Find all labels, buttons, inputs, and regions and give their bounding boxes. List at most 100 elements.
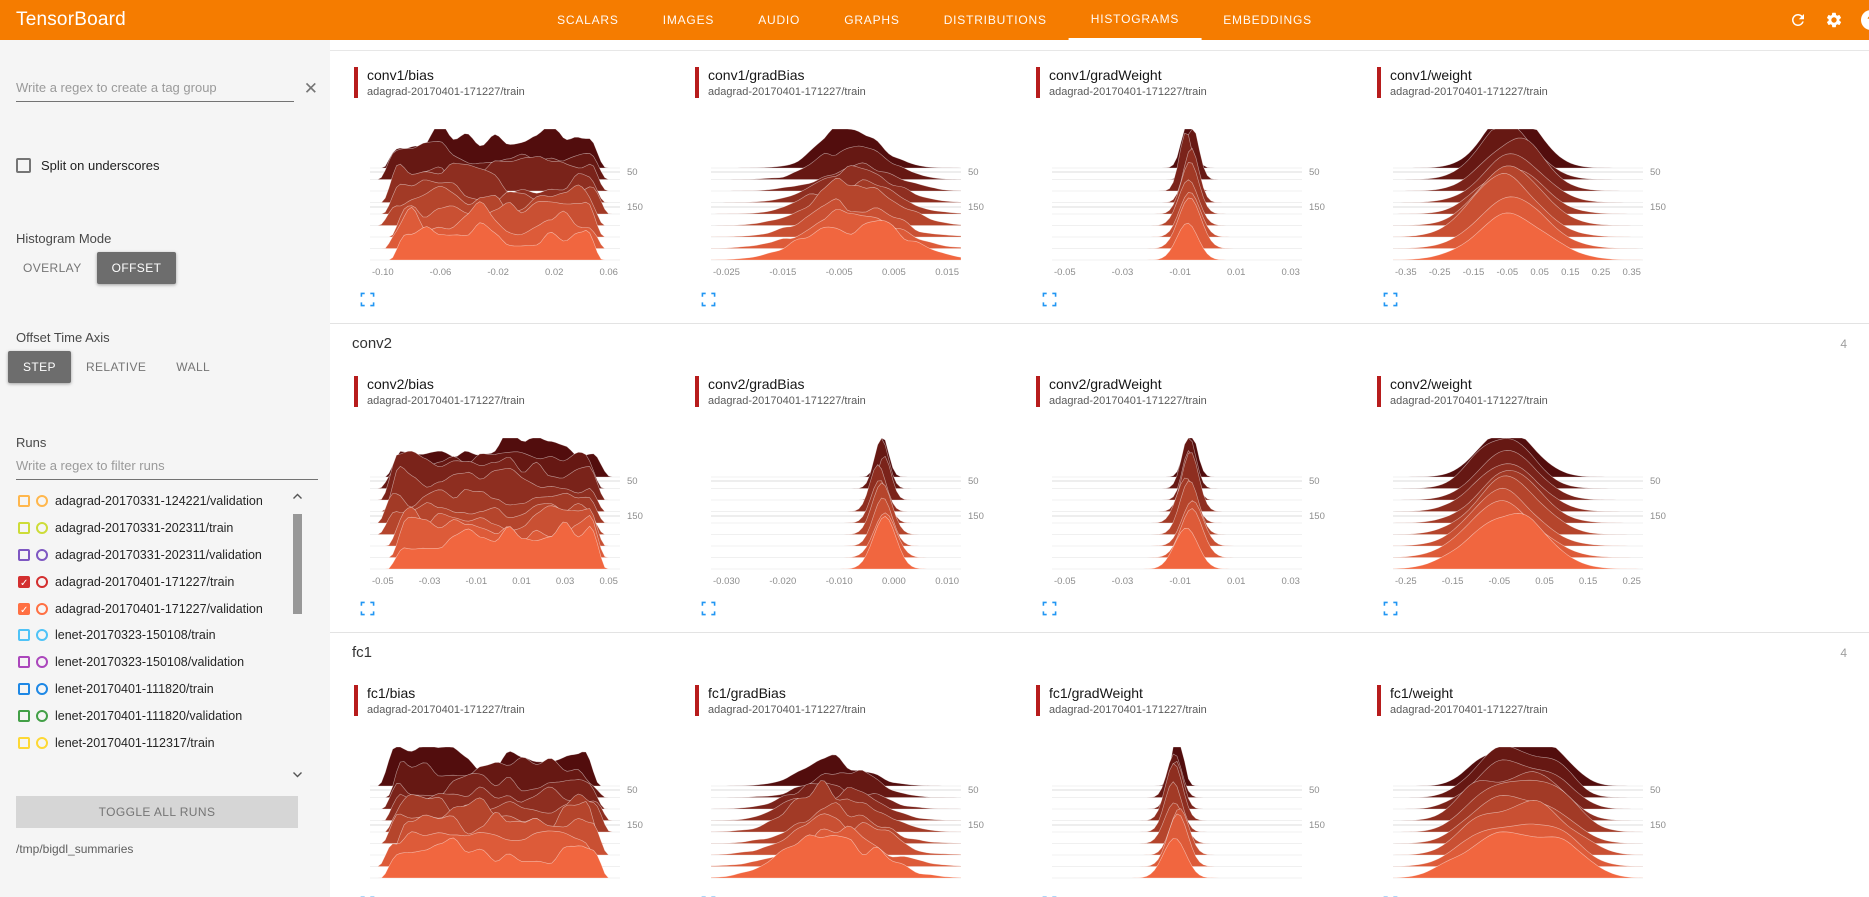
histogram-chart[interactable] [370, 742, 620, 882]
histogram-chart[interactable] [1393, 742, 1643, 882]
histogram-chart[interactable] [1393, 433, 1643, 573]
section-header[interactable]: fc1 4 [330, 632, 1869, 669]
run-item[interactable]: lenet-20170401-111820/validation [16, 703, 278, 730]
run-radio[interactable] [36, 602, 48, 615]
expand-icon[interactable] [360, 292, 375, 307]
section-name: fc1 [352, 644, 373, 661]
tab-histograms[interactable]: HISTOGRAMS [1068, 0, 1202, 40]
help-icon[interactable]: ? [1861, 10, 1869, 30]
runs-regex-input[interactable] [16, 452, 318, 480]
run-radio[interactable] [36, 736, 48, 749]
x-axis-label: 0.15 [1578, 576, 1598, 587]
tab-scalars[interactable]: SCALARS [557, 13, 619, 27]
card-title-block: conv1/bias adagrad-20170401-171227/train [354, 67, 671, 98]
time-axis-button-relative[interactable]: RELATIVE [71, 351, 161, 383]
card-title-block: conv1/gradWeight adagrad-20170401-171227/… [1036, 67, 1353, 98]
histogram-mode-button-offset[interactable]: OFFSET [96, 252, 177, 284]
run-radio[interactable] [36, 629, 48, 642]
header-icons: ? [1789, 0, 1869, 40]
run-item[interactable]: lenet-20170323-150108/train [16, 622, 278, 649]
toggle-all-runs-button[interactable]: TOGGLE ALL RUNS [16, 796, 298, 828]
runs-label: Runs [16, 435, 47, 450]
run-item[interactable]: lenet-20170401-111820/train [16, 676, 278, 703]
tab-audio[interactable]: AUDIO [758, 13, 801, 27]
run-radio[interactable] [36, 495, 48, 507]
run-item[interactable]: lenet-20170323-150108/validation [16, 649, 278, 676]
tab-images[interactable]: IMAGES [662, 13, 715, 27]
run-radio[interactable] [36, 521, 48, 534]
scrollbar-thumb[interactable] [293, 514, 302, 614]
refresh-icon[interactable] [1789, 11, 1807, 29]
run-checkbox[interactable]: ✓ [18, 602, 30, 616]
histogram-chart[interactable] [1052, 124, 1302, 264]
run-checkbox[interactable] [18, 736, 30, 749]
histogram-chart[interactable] [1052, 433, 1302, 573]
histogram-chart[interactable] [370, 124, 620, 264]
run-checkbox[interactable] [18, 710, 30, 722]
section-count: 4 [1840, 645, 1847, 660]
run-item[interactable]: ✓ adagrad-20170401-171227/train [16, 569, 278, 596]
run-item[interactable]: lenet-20170401-112317/train [16, 730, 278, 757]
scroll-up-icon[interactable] [291, 490, 304, 502]
histogram-chart[interactable] [1393, 124, 1643, 264]
run-checkbox[interactable] [18, 629, 30, 642]
tab-embeddings[interactable]: EMBEDDINGS [1223, 13, 1312, 27]
x-axis-label: -0.03 [1111, 267, 1134, 278]
x-axis-label: -0.025 [713, 267, 740, 278]
run-checkbox[interactable]: ✓ [18, 575, 30, 589]
section-header[interactable]: conv2 4 [330, 323, 1869, 360]
expand-icon[interactable] [1042, 292, 1057, 307]
histogram-card: conv1/bias adagrad-20170401-171227/train 5… [354, 67, 671, 307]
run-item[interactable]: ✓ adagrad-20170401-171227/validation [16, 596, 278, 623]
expand-icon[interactable] [1383, 292, 1398, 307]
settings-icon[interactable] [1825, 11, 1843, 29]
run-checkbox[interactable] [18, 521, 30, 534]
card-title: conv2/gradWeight [1049, 376, 1162, 392]
histogram-chart[interactable] [1052, 742, 1302, 882]
x-axis-label: 0.015 [935, 267, 959, 278]
tab-graphs[interactable]: GRAPHS [844, 13, 900, 27]
run-item[interactable]: adagrad-20170331-202311/train [16, 515, 278, 542]
histogram-chart[interactable] [711, 433, 961, 573]
tag-regex-input[interactable] [16, 74, 294, 102]
x-axis-label: 0.06 [599, 267, 618, 278]
x-axis-label: 0.03 [1281, 576, 1300, 587]
time-axis-button-wall[interactable]: WALL [161, 351, 225, 383]
expand-icon[interactable] [1042, 601, 1057, 616]
close-icon[interactable]: ✕ [303, 78, 318, 98]
run-item[interactable]: adagrad-20170331-202311/validation [16, 542, 278, 569]
histogram-mode-label: Histogram Mode [16, 231, 112, 246]
histogram-chart[interactable] [711, 124, 961, 264]
run-radio[interactable] [36, 575, 48, 588]
run-checkbox[interactable] [18, 683, 30, 696]
histogram-chart[interactable] [370, 433, 620, 573]
run-label: lenet-20170401-111820/validation [55, 709, 243, 723]
run-checkbox[interactable] [18, 495, 30, 507]
expand-icon[interactable] [701, 292, 716, 307]
run-radio[interactable] [36, 548, 48, 561]
scroll-down-icon[interactable] [291, 768, 304, 780]
y-axis-label: 50 [968, 785, 979, 796]
runs-scrollbar[interactable] [291, 490, 304, 780]
y-axis-label: 150 [627, 820, 643, 831]
card-title-block: fc1/gradWeight adagrad-20170401-171227/tr… [1036, 685, 1353, 716]
expand-icon[interactable] [1383, 601, 1398, 616]
expand-icon[interactable] [701, 601, 716, 616]
histogram-chart[interactable] [711, 742, 961, 882]
run-radio[interactable] [36, 683, 48, 696]
run-checkbox[interactable] [18, 548, 30, 561]
time-axis-button-step[interactable]: STEP [8, 351, 71, 383]
tab-distributions[interactable]: DISTRIBUTIONS [943, 13, 1047, 27]
y-axis-label: 150 [627, 202, 643, 213]
run-item[interactable]: adagrad-20170331-124221/validation [16, 488, 278, 515]
x-axis-label: 0.25 [1591, 267, 1611, 278]
run-radio[interactable] [36, 656, 48, 669]
expand-icon[interactable] [360, 601, 375, 616]
histogram-mode-button-overlay[interactable]: OVERLAY [8, 252, 97, 284]
x-axis: -0.025 -0.015 -0.005 0.005 0.015 [711, 267, 961, 278]
run-radio[interactable] [36, 710, 48, 722]
card-title-block: conv2/weight adagrad-20170401-171227/trai… [1377, 376, 1694, 407]
header-tabs: SCALARS IMAGES AUDIO GRAPHS DISTRIBUTIONS HIS… [535, 0, 1334, 40]
run-checkbox[interactable] [18, 656, 30, 669]
split-underscores-checkbox[interactable]: Split on underscores [16, 158, 314, 173]
